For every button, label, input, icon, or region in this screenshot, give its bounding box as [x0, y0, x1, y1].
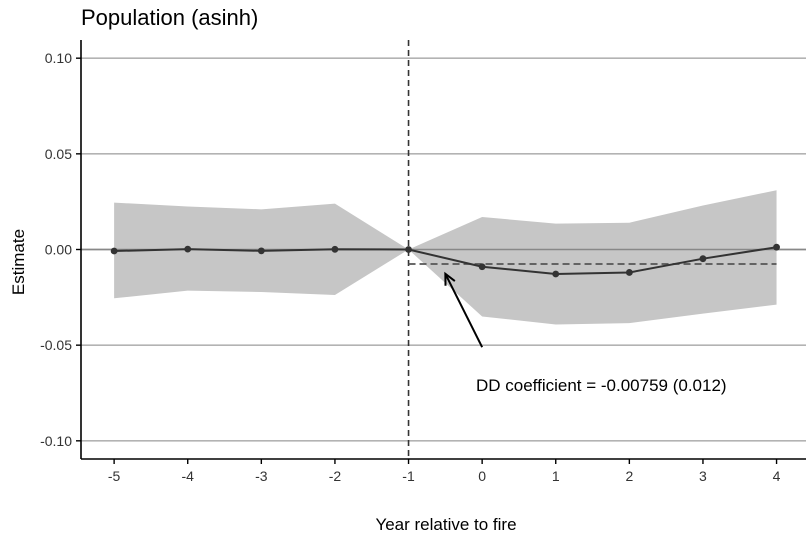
annotation-arrow	[444, 273, 484, 348]
estimate-point	[184, 245, 192, 253]
estimate-point	[110, 247, 118, 255]
y-tick-label: 0.05	[45, 146, 72, 162]
x-tick-label: 1	[552, 468, 560, 484]
estimate-point	[405, 246, 412, 253]
y-tick-label: 0.10	[45, 50, 72, 66]
x-tick-label: -3	[255, 468, 268, 484]
estimate-point	[257, 247, 265, 255]
estimate-point	[773, 243, 780, 251]
x-tick-label: 4	[773, 468, 781, 484]
x-tick-label: -5	[108, 468, 121, 484]
y-tick-label: 0.00	[45, 242, 72, 258]
estimate-point	[625, 269, 633, 276]
estimate-point	[478, 263, 486, 271]
x-tick-label: -2	[329, 468, 342, 484]
estimate-series	[110, 243, 780, 278]
annotation-text: DD coefficient = -0.00759 (0.012)	[476, 376, 727, 395]
x-tick-label: 3	[699, 468, 707, 484]
annotation-arrowhead	[444, 271, 456, 286]
estimate-point	[699, 255, 707, 263]
x-tick-label: 2	[625, 468, 633, 484]
x-tick-label: -4	[181, 468, 194, 484]
chart-title: Population (asinh)	[81, 5, 258, 30]
x-axis-label: Year relative to fire	[375, 515, 516, 534]
estimate-point	[552, 270, 560, 278]
annotation-group: DD coefficient = -0.00759 (0.012)	[444, 271, 727, 395]
estimate-point	[331, 245, 339, 253]
x-tick-label: 0	[478, 468, 486, 484]
estimate-line	[114, 246, 777, 275]
axes: 0.10 0.05 0.00 -0.05 -0.10 -5 -4 -3 -2 -1 0 1 2 3 4	[40, 40, 806, 484]
y-axis-label: Estimate	[9, 229, 28, 295]
y-tick-label: -0.05	[40, 337, 72, 353]
y-tick-label: -0.10	[40, 433, 72, 449]
x-tick-label: -1	[402, 468, 415, 484]
